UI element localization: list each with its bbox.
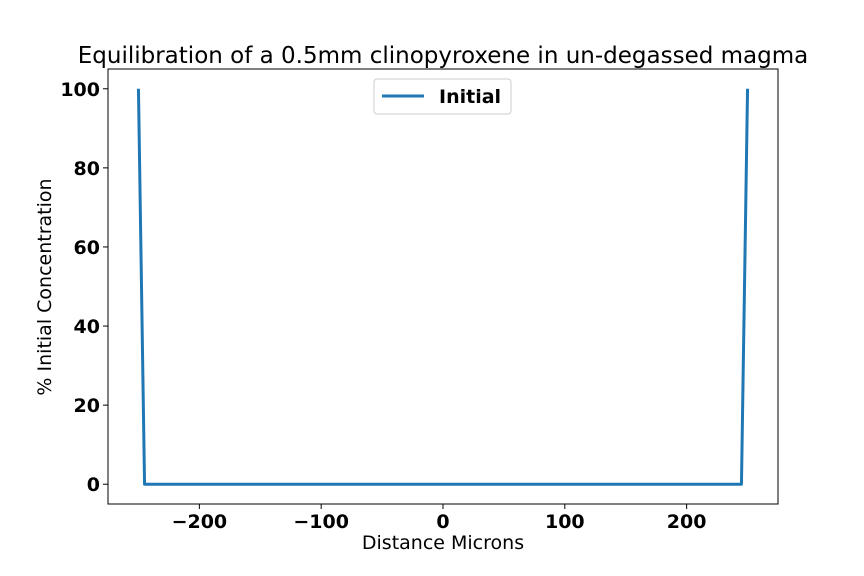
x-tick-label: 200 bbox=[667, 511, 707, 533]
y-tick-label: 80 bbox=[74, 158, 100, 180]
y-axis: 0 20 40 60 80 100 bbox=[60, 79, 108, 496]
y-tick-label: 0 bbox=[87, 474, 100, 496]
x-axis-label: Distance Microns bbox=[362, 532, 524, 554]
x-tick-label: −200 bbox=[172, 511, 228, 533]
y-tick-label: 60 bbox=[74, 237, 100, 259]
series-line-initial bbox=[136, 88, 750, 486]
y-tick-label: 100 bbox=[60, 79, 100, 101]
x-tick-label: 0 bbox=[436, 511, 449, 533]
legend: Initial bbox=[373, 78, 512, 115]
x-tick-label: −100 bbox=[293, 511, 349, 533]
y-axis-label: % Initial Concentration bbox=[34, 178, 56, 395]
legend-label-initial: Initial bbox=[439, 86, 501, 108]
x-tick-label: 100 bbox=[545, 511, 585, 533]
legend-box bbox=[373, 78, 512, 115]
y-tick-label: 20 bbox=[74, 395, 100, 417]
chart-title: Equilibration of a 0.5mm clinopyroxene i… bbox=[78, 43, 808, 69]
series-layer bbox=[136, 88, 750, 486]
x-axis: −200 −100 0 100 200 bbox=[172, 504, 707, 533]
plot-area-frame bbox=[107, 68, 779, 505]
y-tick-label: 40 bbox=[74, 316, 100, 338]
